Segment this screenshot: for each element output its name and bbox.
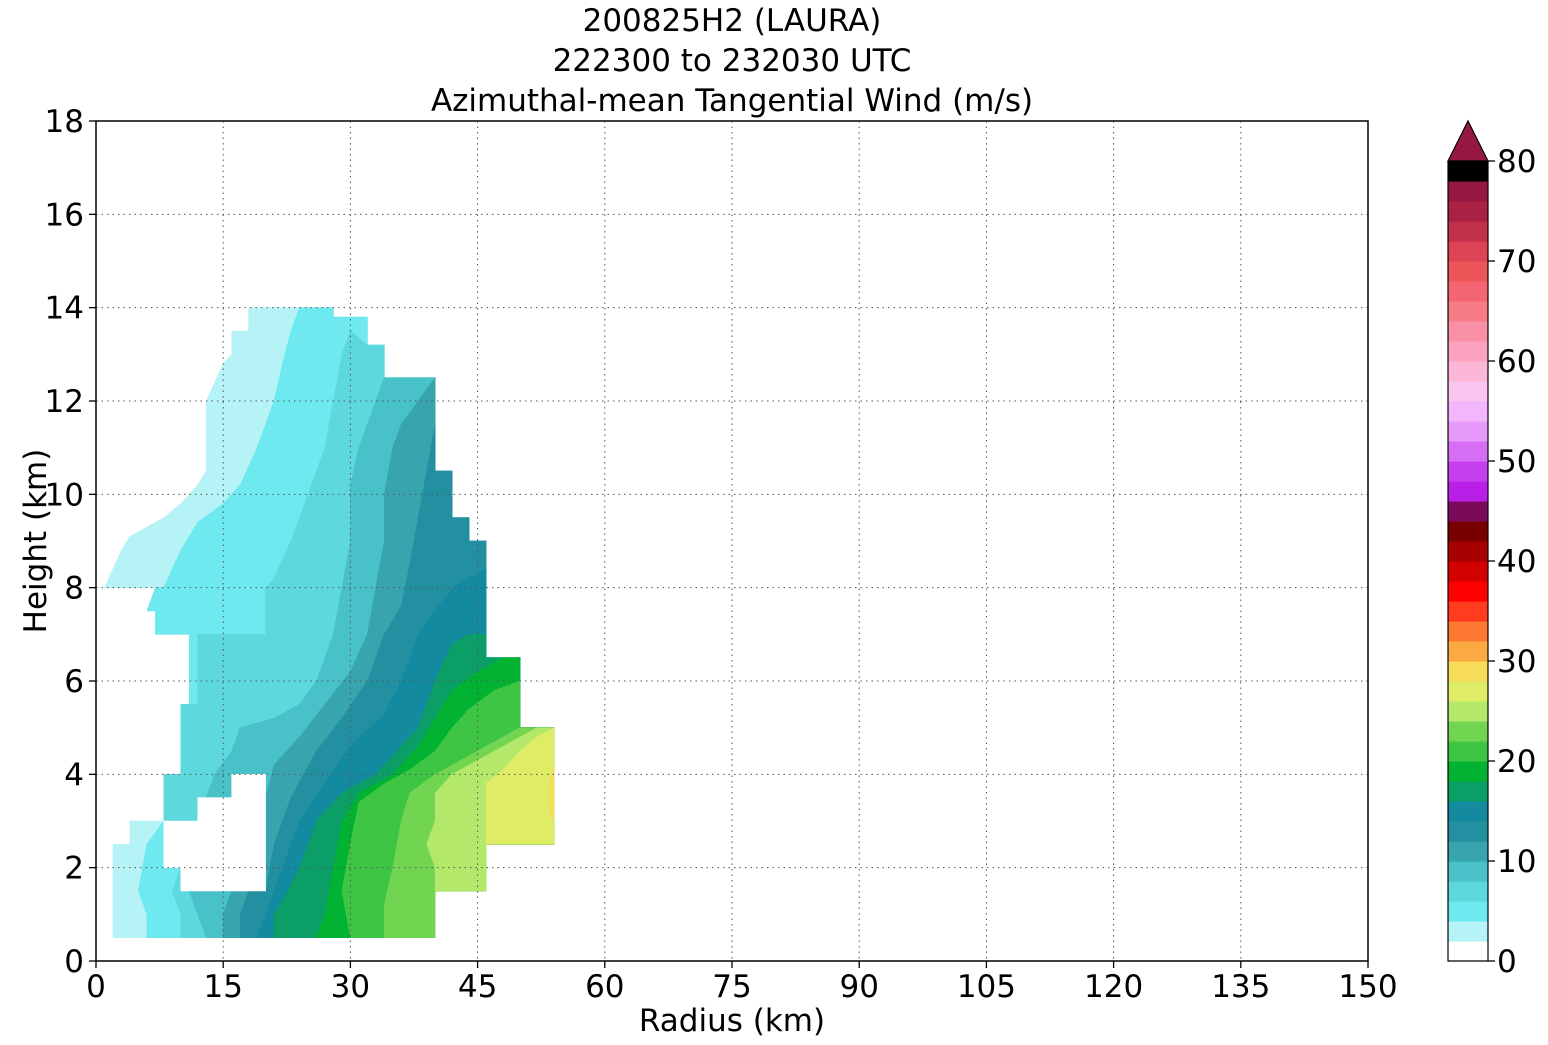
- y-tick-label: 2: [64, 851, 84, 887]
- y-tick-label: 10: [45, 477, 84, 513]
- colorbar-bin: [1448, 401, 1488, 422]
- colorbar-tick-label: 60: [1497, 344, 1536, 380]
- colorbar-bin: [1448, 501, 1488, 522]
- x-tick-label: 105: [957, 969, 1016, 1005]
- colorbar-extend-arrow: [1447, 119, 1489, 162]
- colorbar-bin: [1448, 941, 1488, 962]
- colorbar-bin: [1448, 261, 1488, 282]
- colorbar-bin: [1448, 301, 1488, 322]
- x-tick-label: 30: [331, 969, 370, 1005]
- colorbar-tick-label: 20: [1497, 744, 1536, 780]
- colorbar-bin: [1448, 561, 1488, 582]
- y-axis-ticks: 0 2 4 6 8 10 12 14 16 18: [45, 104, 96, 980]
- colorbar-bin: [1448, 661, 1488, 682]
- x-tick-label: 60: [585, 969, 624, 1005]
- colorbar-bin: [1448, 621, 1488, 642]
- colorbar-bin: [1448, 221, 1488, 242]
- colorbar-bin: [1448, 681, 1488, 702]
- x-tick-label: 75: [712, 969, 751, 1005]
- colorbar-bin: [1448, 321, 1488, 342]
- colorbar-bin: [1448, 921, 1488, 942]
- colorbar-bin: [1448, 821, 1488, 842]
- colorbar-tick-label: 10: [1497, 844, 1536, 880]
- colorbar-bin: [1448, 781, 1488, 802]
- contour-fields: [104, 307, 555, 939]
- x-tick-label: 45: [458, 969, 497, 1005]
- colorbar-bin: [1448, 741, 1488, 762]
- colorbar-bin: [1448, 601, 1488, 622]
- colorbar-bin: [1448, 461, 1488, 482]
- y-tick-label: 0: [64, 944, 84, 980]
- colorbar-tick-label: 80: [1497, 144, 1536, 180]
- colorbar-bin: [1448, 181, 1488, 202]
- colorbar-bin: [1448, 901, 1488, 922]
- colorbar-bin: [1448, 521, 1488, 542]
- colorbar-bin: [1448, 541, 1488, 562]
- colorbar-bin: [1448, 281, 1488, 302]
- colorbar-tick-label: 30: [1497, 644, 1536, 680]
- grid-lines: [96, 121, 1368, 961]
- x-axis-label: Radius (km): [639, 1003, 825, 1039]
- colorbar-bin: [1448, 761, 1488, 782]
- no-data-gap-0: [163, 773, 266, 892]
- colorbar-bin: [1448, 861, 1488, 882]
- colorbar-bin: [1448, 721, 1488, 742]
- x-tick-label: 150: [1338, 969, 1397, 1005]
- colorbar-bin: [1448, 441, 1488, 462]
- colorbar-bin: [1448, 421, 1488, 442]
- y-tick-label: 12: [45, 384, 84, 420]
- colorbar-bin: [1448, 581, 1488, 602]
- colorbar-tick-label: 0: [1497, 944, 1517, 980]
- colorbar-bin: [1448, 241, 1488, 262]
- x-tick-label: 90: [839, 969, 878, 1005]
- colorbar-bin: [1448, 361, 1488, 382]
- y-tick-label: 4: [64, 757, 84, 793]
- y-tick-label: 14: [45, 291, 84, 327]
- y-axis-label: Height (km): [18, 449, 54, 634]
- colorbar-bin: [1448, 841, 1488, 862]
- colorbar-bin: [1448, 341, 1488, 362]
- colorbar-bin: [1448, 641, 1488, 662]
- colorbar-bin: [1448, 801, 1488, 822]
- x-tick-label: 0: [86, 969, 106, 1005]
- colorbar-tick-label: 40: [1497, 544, 1536, 580]
- colorbar-bin: [1448, 701, 1488, 722]
- chart-title-line-3: Azimuthal-mean Tangential Wind (m/s): [430, 83, 1034, 119]
- chart-title-line-1: 200825H2 (LAURA): [582, 3, 882, 39]
- wind-band-28: [549, 764, 555, 822]
- x-tick-label: 135: [1211, 969, 1270, 1005]
- colorbar-bin: [1448, 481, 1488, 502]
- y-tick-label: 16: [45, 197, 84, 233]
- wind-band-26: [485, 727, 555, 845]
- colorbar-bin: [1448, 381, 1488, 402]
- y-tick-label: 6: [64, 664, 84, 700]
- colorbar-tick-label: 50: [1497, 444, 1536, 480]
- colorbar-bin: [1448, 201, 1488, 222]
- y-tick-label: 18: [45, 104, 84, 140]
- x-tick-label: 120: [1084, 969, 1143, 1005]
- colorbar-tick-label: 70: [1497, 244, 1536, 280]
- colorbar: 0 10 20 30 40 50 60 70 80: [1447, 119, 1536, 980]
- colorbar-bin: [1448, 161, 1488, 182]
- colorbar-bin: [1448, 881, 1488, 902]
- chart-title-line-2: 222300 to 232030 UTC: [552, 43, 912, 79]
- x-axis-ticks: 0 15 30 45 60 75 90 105 120 135 150: [86, 961, 1398, 1005]
- x-tick-label: 15: [203, 969, 242, 1005]
- y-tick-label: 8: [64, 571, 84, 607]
